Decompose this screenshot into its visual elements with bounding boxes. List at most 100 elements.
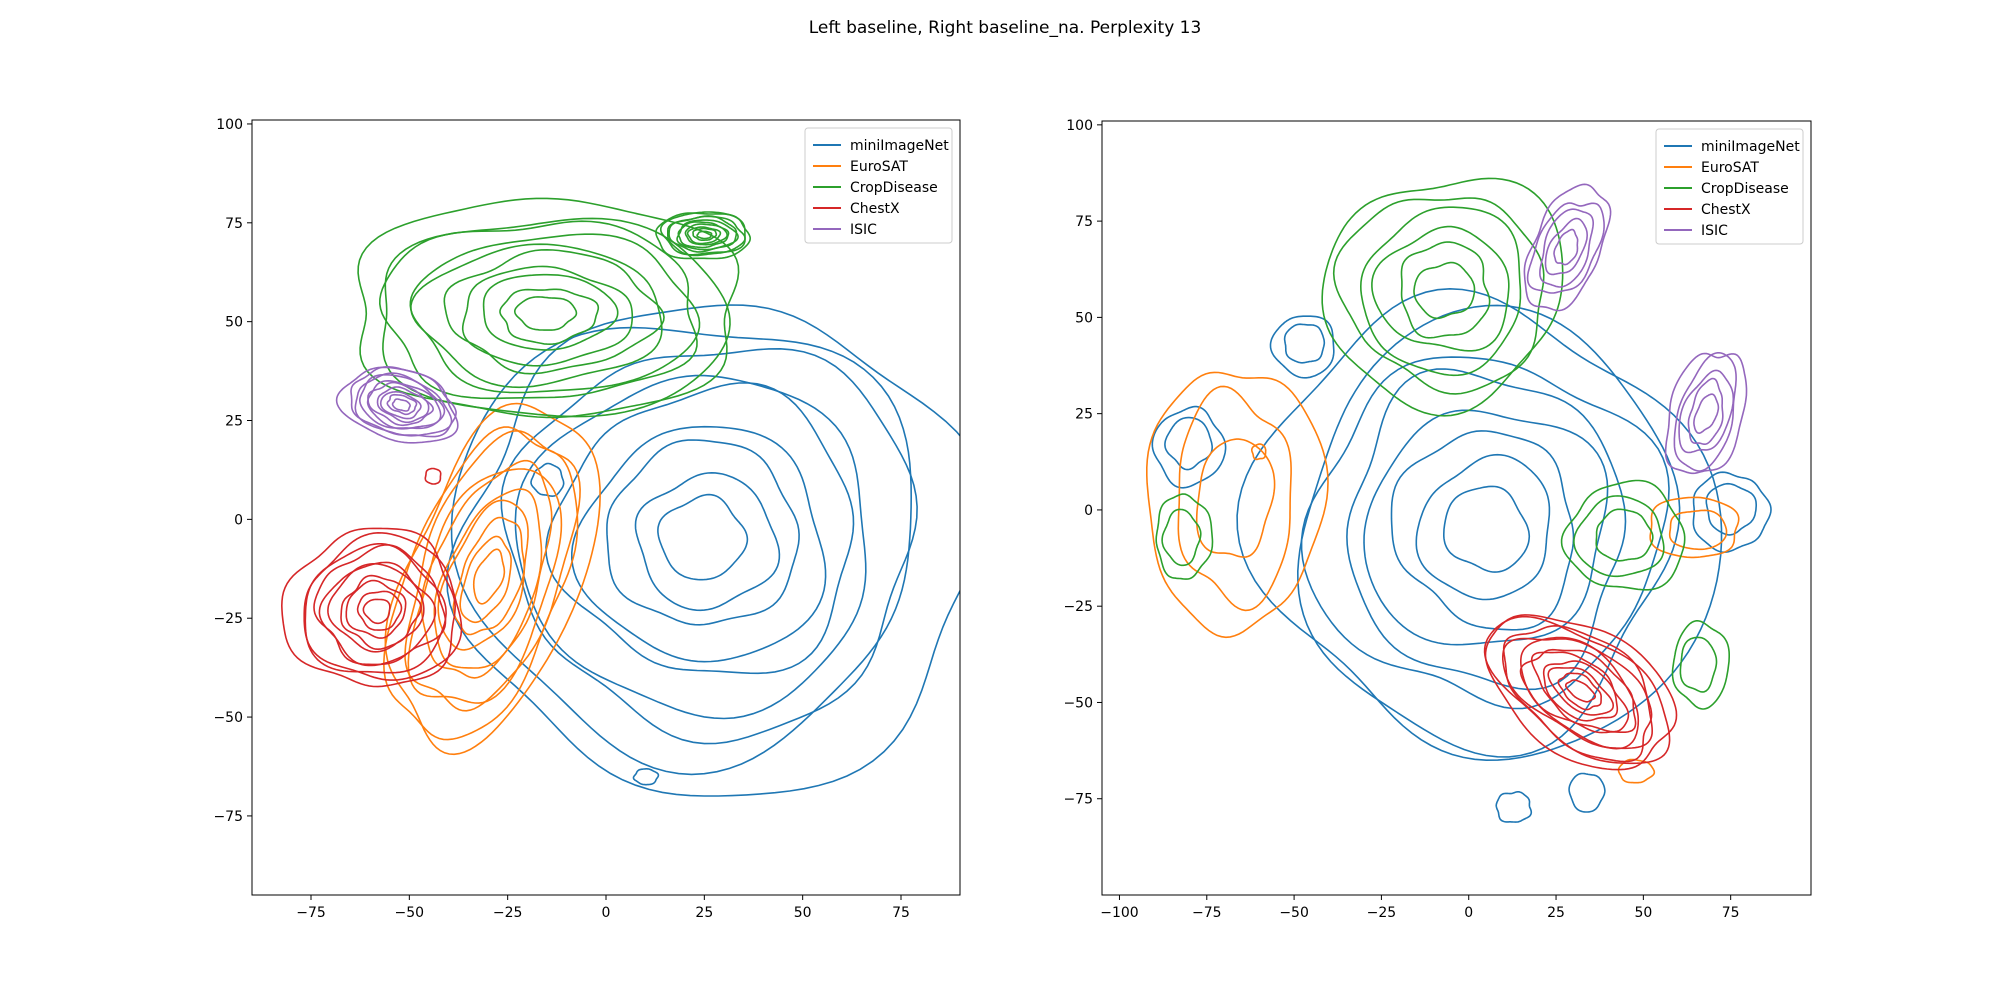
contour-line — [1519, 648, 1637, 734]
x-tick-label: −75 — [1192, 905, 1222, 921]
contour-line — [1251, 443, 1267, 461]
contour-line — [499, 288, 600, 346]
contour-line — [1283, 323, 1326, 364]
contour-line — [362, 598, 391, 625]
contour-line — [1673, 352, 1737, 472]
legend-label: ChestX — [850, 201, 900, 217]
contour-line — [514, 374, 867, 720]
contour-line — [1687, 377, 1724, 445]
legend-label: ISIC — [850, 222, 877, 238]
contour-line — [692, 227, 718, 241]
contour-line — [1300, 356, 1670, 710]
x-tick-label: −25 — [493, 905, 523, 921]
contour-line — [1332, 197, 1545, 395]
contour-line — [1502, 624, 1653, 763]
contour-line — [452, 516, 526, 636]
series-miniimagenet-contours — [446, 304, 960, 797]
right-plot: −100 −75 −50 −25 0 25 50 75 −75 −50 −25 0 25 50 75 100 m… — [1063, 118, 1812, 921]
contour-line — [318, 561, 437, 667]
x-tick-label: −75 — [296, 905, 326, 921]
contour-line — [684, 223, 728, 246]
contour-line — [446, 304, 960, 797]
contour-line — [461, 265, 634, 367]
contour-line — [1296, 304, 1681, 758]
contour-line — [459, 535, 512, 624]
axes-frame — [1101, 120, 1812, 896]
contour-line — [1679, 636, 1718, 693]
series-cropdisease-contours — [1155, 177, 1730, 710]
contour-line — [345, 579, 407, 639]
contour-line — [340, 574, 422, 651]
contour-line — [382, 426, 579, 741]
x-tick-label: 75 — [1722, 905, 1740, 921]
contour-line — [1557, 672, 1603, 711]
x-tick-label: −50 — [1279, 905, 1309, 921]
legend-label: EuroSAT — [1701, 160, 1759, 176]
contour-line — [657, 493, 749, 581]
contour-line — [450, 326, 913, 776]
contour-line — [1321, 177, 1564, 417]
contour-line — [1542, 660, 1619, 722]
contour-line — [677, 221, 730, 249]
y-tick-label: 50 — [225, 315, 243, 331]
contour-line — [632, 768, 660, 786]
legend-label: miniImageNet — [1701, 139, 1800, 155]
y-tick-label: −50 — [213, 710, 243, 726]
contour-line — [696, 230, 713, 240]
contour-line — [354, 372, 453, 437]
contour-line — [1526, 202, 1605, 294]
contour-line — [433, 488, 543, 669]
contour-line — [1502, 637, 1654, 750]
x-tick-label: 0 — [1464, 905, 1473, 921]
contour-line — [1678, 369, 1735, 454]
legend: miniImageNet EuroSAT CropDisease ChestX ISIC — [804, 127, 953, 244]
contour-line — [514, 296, 578, 331]
contour-line — [1443, 485, 1531, 573]
contour-line — [1523, 183, 1612, 312]
contour-line — [443, 248, 665, 375]
contour-line — [1155, 493, 1214, 580]
contour-line — [1573, 495, 1665, 578]
contour-line — [1595, 508, 1654, 562]
contour-line — [391, 398, 411, 412]
series-eurosat-contours — [1146, 371, 1740, 784]
contour-line — [1483, 615, 1671, 765]
contour-line — [1151, 405, 1227, 489]
contour-line — [1164, 416, 1214, 471]
legend-label: ChestX — [1701, 202, 1751, 218]
series-isic-contours — [335, 365, 459, 444]
contour-line — [1363, 409, 1609, 646]
contour-line — [472, 548, 506, 605]
y-tick-label: −75 — [213, 809, 243, 825]
x-tick-label: −25 — [1367, 905, 1397, 921]
contour-line — [280, 527, 457, 688]
y-tick-label: 50 — [1075, 310, 1093, 326]
y-tick-label: 0 — [1084, 503, 1093, 519]
contour-line — [424, 467, 442, 485]
contour-line — [386, 393, 418, 416]
legend-label: CropDisease — [1701, 181, 1789, 197]
contour-line — [1693, 393, 1720, 435]
y-tick-label: −25 — [1063, 599, 1093, 615]
contour-line — [482, 273, 619, 351]
contour-line — [356, 590, 403, 631]
contour-line — [1161, 508, 1202, 567]
contour-line — [378, 220, 698, 400]
y-tick-label: 75 — [1075, 214, 1093, 230]
contour-line — [1269, 315, 1335, 379]
contour-line — [357, 197, 740, 419]
y-tick-label: 75 — [225, 216, 243, 232]
y-tick-label: −75 — [1063, 792, 1093, 808]
contour-line — [1495, 791, 1533, 823]
contour-line — [1539, 208, 1594, 288]
y-tick-label: 0 — [234, 512, 243, 528]
contour-line — [1195, 438, 1276, 558]
contour-line — [420, 459, 553, 679]
contour-line — [1371, 225, 1510, 352]
contour-line — [1346, 368, 1627, 691]
plot-area — [280, 197, 960, 797]
contour-line — [1705, 482, 1757, 536]
legend-label: EuroSAT — [850, 159, 908, 175]
